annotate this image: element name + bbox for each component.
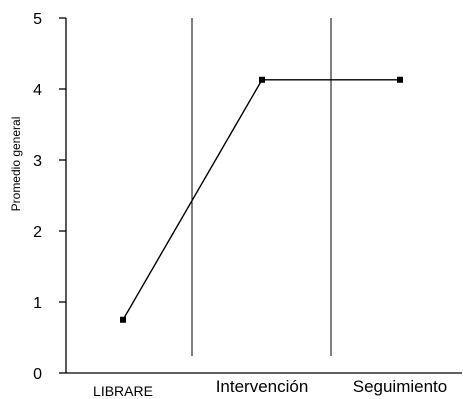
series-group xyxy=(120,76,403,323)
y-tick-label: 1 xyxy=(33,295,42,312)
series-line xyxy=(122,79,400,321)
y-tick-label: 4 xyxy=(33,82,42,99)
x-category-label: Intervención xyxy=(216,377,309,396)
y-axis-label: Promedio general xyxy=(9,117,23,212)
x-labels: LIBRARE Intervención Seguimiento xyxy=(93,377,447,399)
y-ticks: 0 1 2 3 4 5 xyxy=(33,11,66,383)
x-category-label: Seguimiento xyxy=(353,377,448,396)
phase-lines xyxy=(191,18,332,356)
y-tick-label: 3 xyxy=(33,153,42,170)
y-tick-label: 0 xyxy=(33,366,42,383)
data-point xyxy=(120,316,126,323)
y-tick-label: 2 xyxy=(33,224,42,241)
x-category-label: LIBRARE xyxy=(93,383,153,399)
data-point xyxy=(259,76,265,83)
y-tick-label: 5 xyxy=(33,11,42,28)
data-point xyxy=(397,76,403,83)
axes xyxy=(65,18,462,374)
